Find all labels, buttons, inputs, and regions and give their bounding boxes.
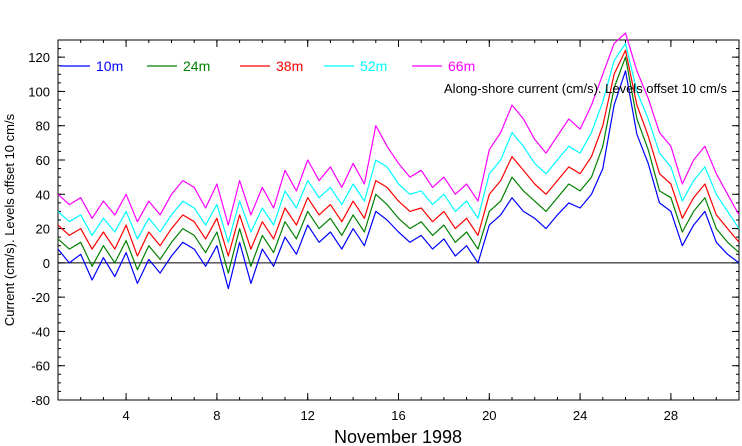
annotation-text: Along-shore current (cm/s). Levels offse… [444, 81, 727, 96]
series-line-52m [57, 42, 740, 243]
y-tick-label: 80 [36, 119, 50, 134]
legend-label-24m: 24m [183, 58, 210, 74]
y-axis-title: Current (cm/s). Levels offset 10 cm/s [2, 113, 17, 326]
x-tick-label: 4 [122, 408, 129, 423]
y-tick-label: 0 [43, 256, 50, 271]
y-tick-labels: -80 -60 -40 -20 0 20 40 60 80 100 120 [28, 50, 50, 408]
y-tick-label: -20 [31, 290, 50, 305]
y-tick-label: 60 [36, 153, 50, 168]
x-tick-label: 20 [482, 408, 496, 423]
series-line-10m [57, 70, 740, 290]
x-axis-title: November 1998 [334, 427, 462, 446]
legend: 10m 24m 38m 52m 66m [60, 58, 475, 74]
major-ticks [58, 40, 739, 401]
series-line-66m [57, 32, 740, 226]
y-tick-label: 20 [36, 222, 50, 237]
y-tick-label: 120 [28, 50, 50, 65]
x-tick-label: 24 [573, 408, 587, 423]
series-lines [57, 32, 740, 290]
y-tick-label: 40 [36, 187, 50, 202]
legend-label-10m: 10m [96, 58, 123, 74]
y-tick-label: -40 [31, 324, 50, 339]
legend-label-38m: 38m [276, 58, 303, 74]
y-tick-label: -60 [31, 359, 50, 374]
x-tick-label: 8 [213, 408, 220, 423]
y-tick-label: 100 [28, 84, 50, 99]
legend-label-66m: 66m [448, 58, 475, 74]
x-tick-label: 28 [664, 408, 678, 423]
x-tick-label: 16 [391, 408, 405, 423]
x-tick-labels: 4 8 12 16 20 24 28 [122, 408, 678, 423]
series-line-38m [57, 49, 740, 257]
y-tick-label: -80 [31, 393, 50, 408]
legend-label-52m: 52m [360, 58, 387, 74]
series-line-24m [57, 56, 740, 274]
x-tick-label: 12 [300, 408, 314, 423]
